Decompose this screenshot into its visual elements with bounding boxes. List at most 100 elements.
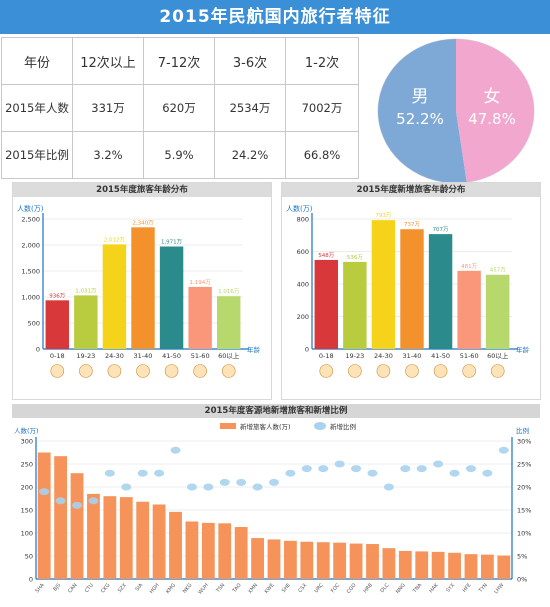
- x-tick-label: TSN: [215, 582, 227, 594]
- chart-title: 2015年度旅客年龄分布: [13, 183, 271, 197]
- x-tick-label: HRB: [363, 582, 375, 594]
- y-tick-label: 200: [21, 484, 33, 492]
- ratio-point: [104, 469, 115, 477]
- x-tick-label: 24-30: [105, 352, 124, 360]
- y-tick-label: 400: [297, 281, 309, 289]
- x-tick-label: KWE: [264, 582, 276, 594]
- avatar-icon: [50, 364, 65, 378]
- y-axis-label: 人数(万): [286, 204, 313, 213]
- ratio-point: [367, 469, 378, 477]
- bar: [201, 522, 215, 579]
- bar: [314, 259, 338, 349]
- x-tick-label: 19-23: [76, 352, 95, 360]
- avatar-icon: [79, 364, 93, 378]
- y-tick-label: 0: [29, 576, 33, 584]
- legend-label: 新增比例: [330, 422, 356, 431]
- data-label: 2,340万: [132, 219, 154, 226]
- ratio-point: [203, 483, 214, 491]
- legend-swatch-bars: [220, 423, 236, 429]
- avatar-icon: [462, 364, 476, 378]
- bar: [366, 544, 379, 579]
- x-tick-label: 19-23: [345, 352, 364, 360]
- x-tick-label: 31-40: [403, 352, 422, 360]
- y2-axis-label: 比例: [516, 426, 529, 435]
- chart-title: 2015年度新增旅客年龄分布: [282, 183, 540, 197]
- bar: [382, 548, 396, 579]
- x-tick-label: 41-50: [431, 352, 450, 360]
- bar: [497, 555, 511, 579]
- x-tick-label: DLC: [379, 582, 390, 594]
- y2-tick-label: 15%: [517, 507, 531, 515]
- table-cell: 24.2%: [214, 131, 286, 179]
- y2-tick-label: 0%: [517, 576, 527, 584]
- table-header-cell: 年份: [1, 37, 73, 85]
- new-age-distribution-chart: 人数(万) 0 200 400 600 800 548万 0-18 536万 19-23 793万 2…: [286, 204, 530, 378]
- y-tick-label: 600: [297, 248, 309, 256]
- ratio-point: [498, 446, 509, 454]
- x-tick-label: CSX: [297, 582, 308, 594]
- x-tick-label: SHE: [281, 582, 292, 594]
- pie-slice-male: [378, 39, 467, 183]
- ratio-point: [449, 469, 460, 477]
- x-tick-label: SIA: [134, 582, 144, 592]
- legend-swatch-dots: [314, 422, 326, 430]
- frequency-table: 年份 12次以上 7-12次 3-6次 1-2次 2015年人数 331万 62…: [1, 37, 359, 179]
- bar: [486, 274, 510, 349]
- bar: [284, 540, 297, 579]
- data-label: 707万: [433, 226, 449, 233]
- x-tick-label: 31-40: [134, 352, 153, 360]
- data-label: 1,016万: [218, 288, 240, 295]
- ratio-point: [400, 465, 411, 473]
- data-label: 548万: [318, 252, 334, 259]
- bar: [54, 456, 68, 579]
- bar: [398, 550, 412, 579]
- table-header-cell: 12次以上: [72, 37, 144, 85]
- data-label: 793万: [375, 212, 391, 219]
- bar: [234, 527, 248, 579]
- x-tick-label: XMN: [247, 582, 259, 595]
- data-label: 2,012万: [104, 236, 126, 243]
- bar: [169, 511, 182, 579]
- x-tick-label: NKG: [182, 582, 194, 594]
- bar: [218, 523, 232, 579]
- bar: [188, 286, 212, 349]
- table-cell: 7002万: [285, 84, 359, 132]
- x-tick-label: CGO: [346, 582, 358, 595]
- bar: [428, 234, 453, 349]
- table-cell: 331万: [72, 84, 144, 132]
- x-tick-label: CAN: [67, 582, 79, 594]
- bar: [103, 496, 117, 579]
- gender-pie-chart: 男 52.2% 女 47.8%: [377, 38, 535, 184]
- x-tick-label: 51-60: [191, 352, 210, 360]
- bar: [102, 244, 127, 349]
- x-tick-label: HAK: [428, 582, 440, 594]
- ratio-point: [88, 497, 99, 505]
- x-axis-label: 年龄: [516, 345, 530, 354]
- y-axis-label: 人数(万): [14, 426, 39, 435]
- bar: [480, 554, 494, 579]
- table-cell: 620万: [143, 84, 215, 132]
- avatar-icon: [490, 364, 505, 378]
- x-tick-label: SZX: [117, 582, 128, 594]
- ratio-point: [72, 501, 83, 509]
- avatar-icon: [136, 364, 150, 378]
- data-label: 536万: [347, 254, 363, 261]
- table-cell: 5.9%: [143, 131, 215, 179]
- data-label: 1,031万: [75, 287, 97, 294]
- bar: [448, 552, 461, 579]
- avatar-icon: [193, 364, 207, 378]
- table-cell: 2534万: [214, 84, 286, 132]
- x-tick-label: SHA: [34, 582, 46, 594]
- y-tick-label: 100: [21, 530, 33, 538]
- y2-tick-label: 5%: [517, 553, 527, 561]
- table-header-cell: 1-2次: [285, 37, 359, 85]
- new-age-distribution-panel: 2015年度新增旅客年龄分布 人数(万) 0 200 400 600 800 548万 0-1…: [281, 182, 541, 400]
- data-label: 481万: [461, 263, 477, 270]
- ratio-point: [236, 478, 247, 486]
- bar: [251, 538, 264, 579]
- ratio-point: [433, 460, 444, 468]
- y-tick-label: 200: [297, 313, 309, 321]
- female-value: 47.8%: [468, 110, 516, 128]
- bar: [159, 246, 184, 349]
- x-tick-label: KMG: [165, 582, 177, 595]
